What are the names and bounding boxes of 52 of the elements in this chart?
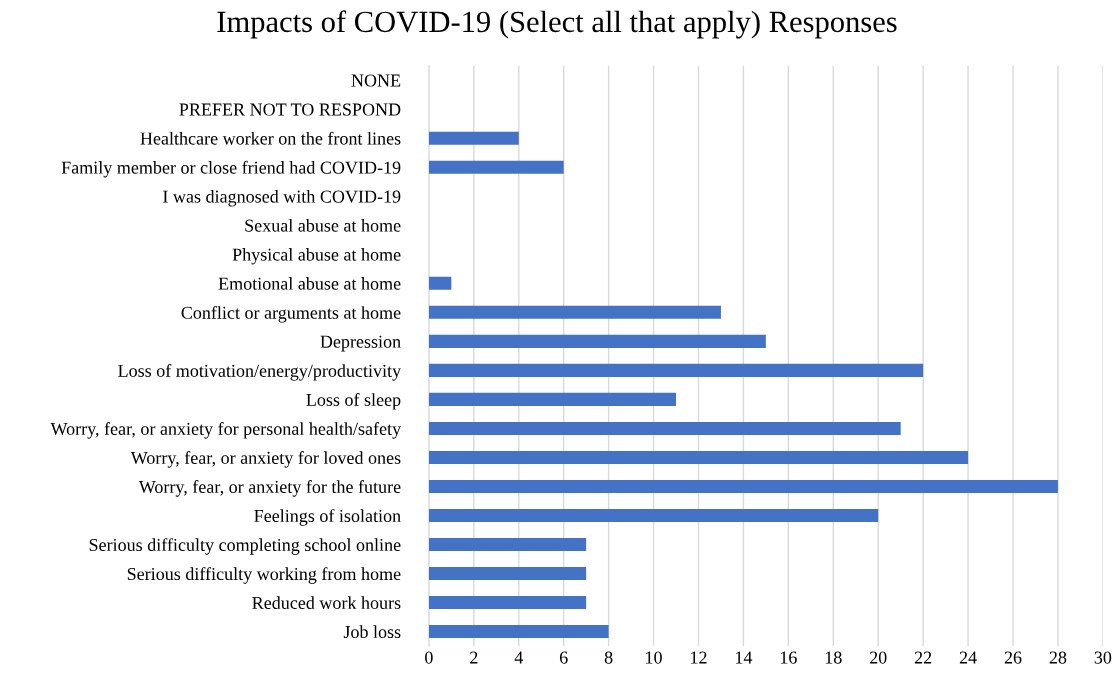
y-tick-label: Worry, fear, or anxiety for the future [138, 480, 401, 497]
y-tick-label: Depression [320, 335, 401, 352]
bar [428, 479, 1058, 493]
x-tick-label: 0 [425, 651, 433, 664]
y-tick-label: Loss of sleep [306, 393, 401, 410]
y-tick-label: Worry, fear, or anxiety for loved ones [130, 451, 401, 468]
y-tick-label: NONE [351, 74, 401, 87]
bar [428, 363, 924, 377]
x-tick-label: 28 [1049, 651, 1067, 664]
x-tick-label: 30 [1094, 651, 1112, 664]
y-tick-label: Serious difficulty completing school online [89, 538, 401, 555]
y-tick-label: Serious difficulty working from home [127, 567, 401, 584]
x-tick-label: 8 [604, 651, 613, 664]
bar [428, 596, 587, 610]
bar [428, 276, 452, 290]
x-tick-label: 6 [559, 651, 568, 664]
x-tick-label: 4 [514, 651, 523, 664]
y-tick-label: Job loss [343, 625, 401, 639]
y-tick-label: Physical abuse at home [232, 248, 401, 265]
bar [428, 160, 564, 174]
bar [428, 450, 969, 464]
y-tick-label: Family member or close friend had COVID-19 [61, 160, 401, 178]
bar [428, 625, 609, 639]
x-tick-label: 14 [735, 651, 753, 664]
chart-title: Impacts of COVID-19 (Select all that apply) Responses [217, 10, 897, 39]
y-tick-label: Worry, fear, or anxiety for personal health/safety [50, 422, 402, 439]
y-tick-label: Reduced work hours [252, 596, 401, 609]
y-tick-label: Feelings of isolation [254, 509, 401, 526]
y-tick-label: Emotional abuse at home [218, 277, 401, 290]
x-tick-label: 18 [825, 651, 842, 664]
y-tick-label: PREFER NOT TO RESPOND [179, 103, 401, 116]
x-tick-label: 12 [691, 651, 707, 664]
y-tick-label: Conflict or arguments at home [181, 305, 401, 323]
bar [428, 508, 879, 523]
bar [428, 305, 721, 319]
bar [428, 131, 519, 145]
x-tick-label: 26 [1004, 651, 1022, 664]
x-tick-label: 24 [959, 651, 977, 664]
bar [428, 334, 766, 348]
bar [428, 392, 677, 406]
x-tick-label: 16 [780, 651, 797, 664]
bar [428, 537, 587, 552]
x-tick-label: 2 [470, 651, 478, 664]
x-tick-label: 20 [869, 651, 887, 664]
bar [428, 567, 587, 581]
bar [428, 421, 901, 435]
y-tick-label: Healthcare worker on the front lines [140, 131, 401, 145]
x-tick-label: 10 [646, 651, 662, 664]
y-tick-label: I was diagnosed with COVID-19 [163, 189, 401, 207]
x-tick-label: 22 [914, 651, 932, 664]
y-tick-label: Loss of motivation/energy/productivity [118, 364, 402, 381]
y-tick-label: Sexual abuse at home [245, 219, 401, 232]
